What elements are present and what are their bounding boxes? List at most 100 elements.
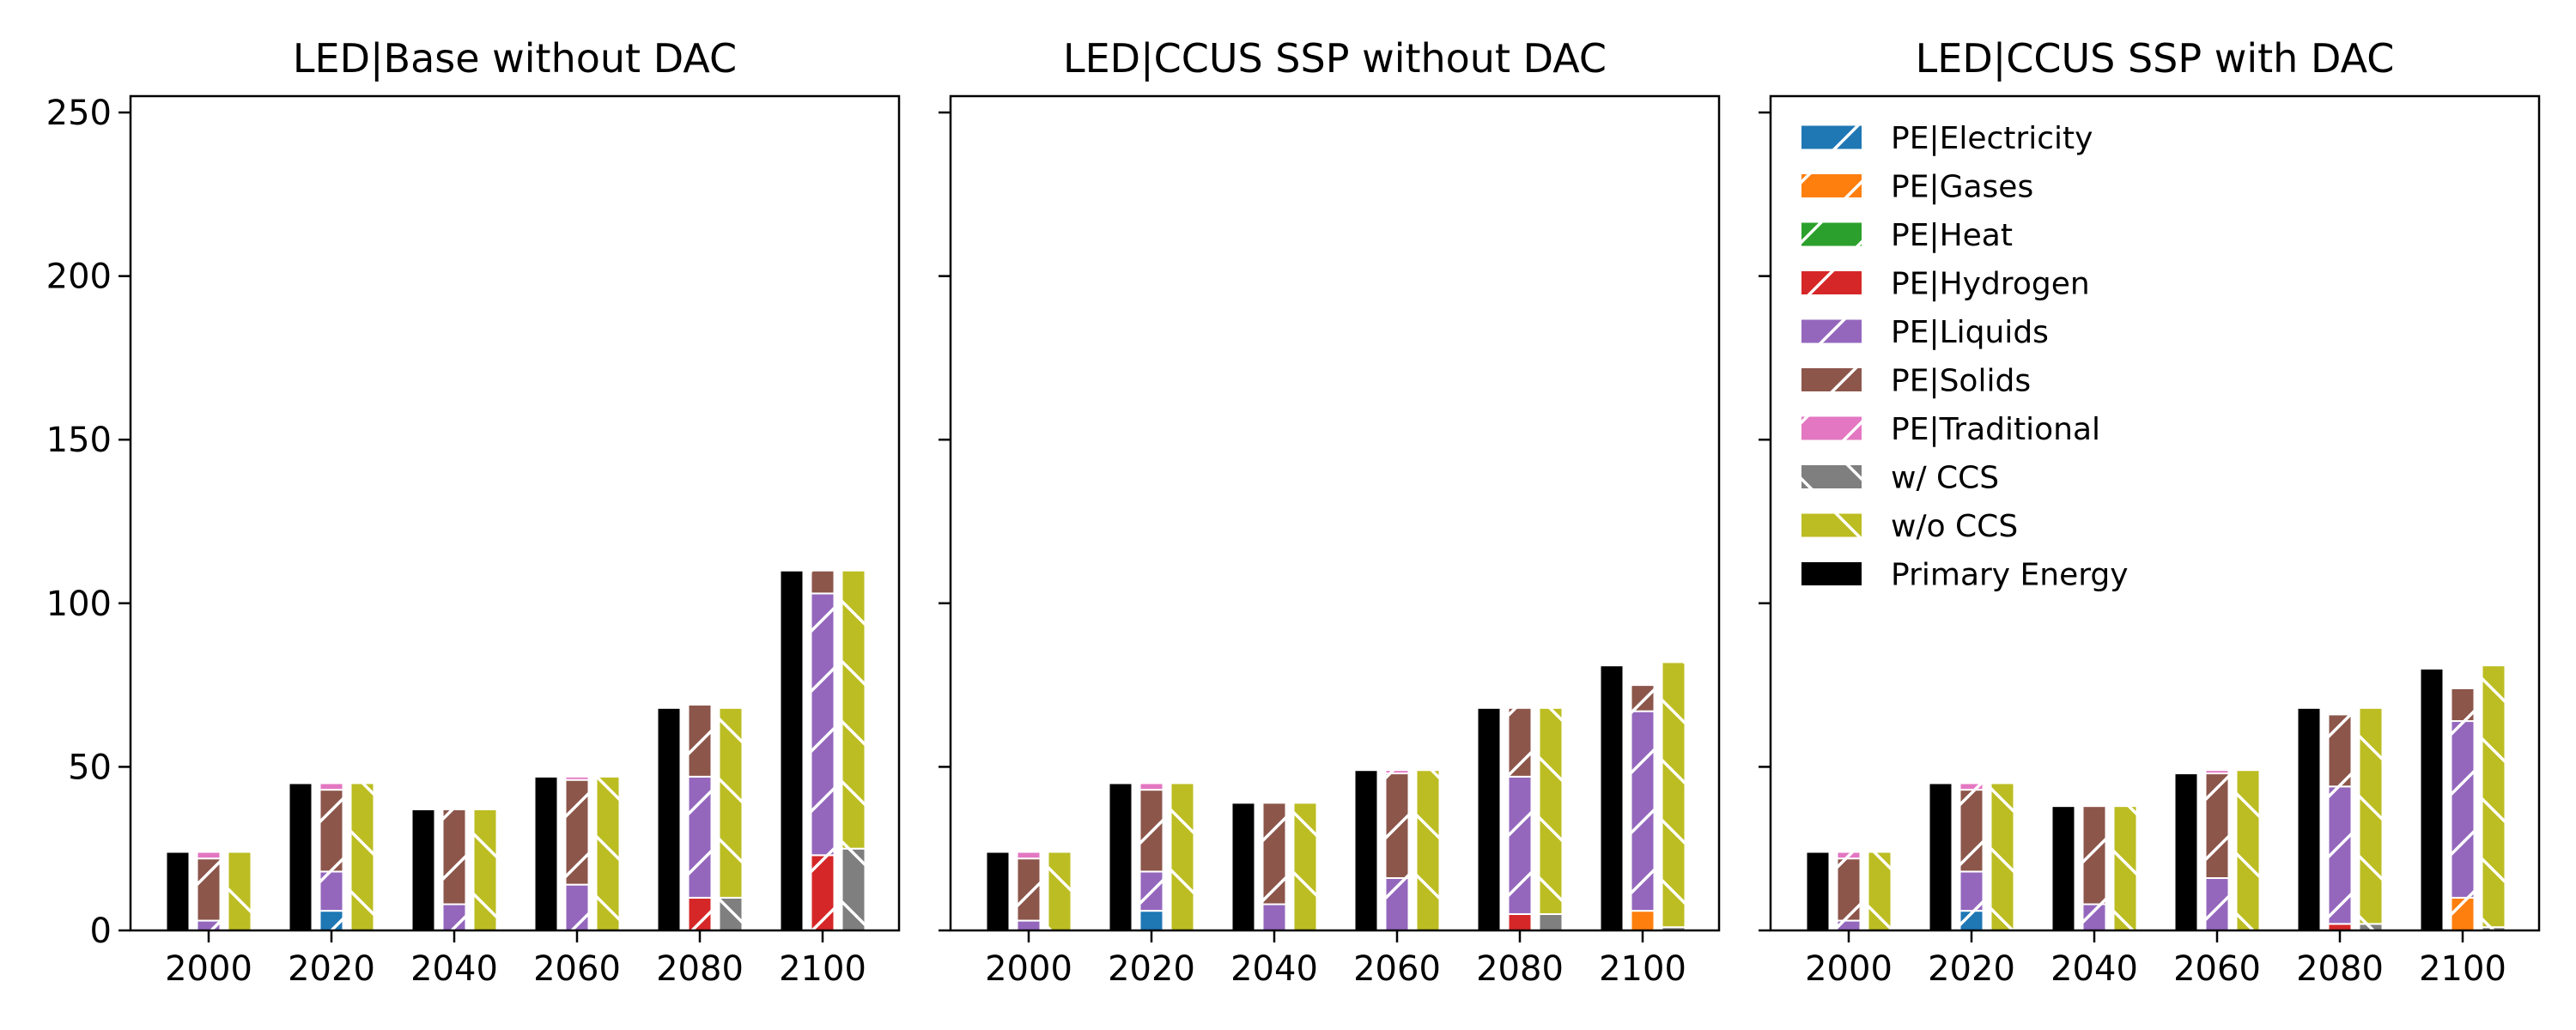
bar-primary-energy bbox=[1353, 769, 1379, 931]
bar-segment-pe-liquids-hatch bbox=[2451, 721, 2475, 898]
bar-segment-pe-gases-hatch bbox=[1631, 911, 1655, 930]
bar-segment-pe-hydrogen-hatch bbox=[688, 897, 712, 930]
bar-segment-pe-solids-hatch bbox=[2082, 806, 2106, 905]
bar-segment-w-o-ccs-hatch bbox=[1868, 851, 1892, 930]
x-tick-label: 2020 bbox=[1928, 949, 2015, 989]
axes-frame bbox=[129, 94, 901, 932]
chart-title: LED|CCUS SSP with DAC bbox=[1916, 35, 2395, 82]
bar-segment-pe-solids-hatch bbox=[1139, 790, 1163, 872]
bar-segment-pe-traditional-hatch bbox=[565, 776, 589, 780]
legend: PE|Electricity PE|Gases PE|Heat PE|Hydrogen… bbox=[1801, 121, 2129, 593]
x-tick-label: 2100 bbox=[779, 949, 866, 989]
x-tick-label: 2060 bbox=[1353, 949, 1441, 989]
bar-primary-energy bbox=[1805, 851, 1831, 931]
bar-segment-pe-solids-hatch bbox=[2205, 773, 2229, 879]
bar-primary-energy bbox=[1230, 802, 1256, 932]
legend-item-pe-solids: PE|Solids bbox=[1801, 364, 2031, 399]
legend-swatch-hatch bbox=[1801, 222, 1862, 246]
bar-segment-pe-liquids-hatch bbox=[1959, 871, 1984, 912]
legend-item-w-ccs: w/ CCS bbox=[1801, 461, 1999, 496]
bar-segment-w-ccs-hatch bbox=[2482, 927, 2506, 930]
legend-swatch-hatch bbox=[1801, 513, 1862, 537]
chart-title: LED|Base without DAC bbox=[293, 35, 737, 82]
bar-segment-pe-traditional-hatch bbox=[1139, 783, 1163, 791]
y-tick-label: 200 bbox=[46, 258, 112, 297]
bar-segment-w-o-ccs-hatch bbox=[473, 809, 497, 930]
bar-primary-energy bbox=[1108, 782, 1133, 931]
y-tick-label: 150 bbox=[46, 421, 112, 460]
x-tick-label: 2000 bbox=[985, 949, 1072, 989]
bar-segment-w-o-ccs-hatch bbox=[719, 707, 743, 898]
bar-segment-w-ccs-hatch bbox=[1539, 913, 1563, 930]
bar-segment-pe-traditional-hatch bbox=[1837, 851, 1861, 859]
chart-title: LED|CCUS SSP without DAC bbox=[1063, 35, 1607, 82]
legend-label: PE|Liquids bbox=[1891, 315, 2049, 350]
x-tick-label: 2040 bbox=[2050, 949, 2138, 989]
legend-label: PE|Electricity bbox=[1891, 121, 2093, 156]
bar-primary-energy bbox=[985, 851, 1011, 931]
legend-swatch-hatch bbox=[1801, 271, 1862, 294]
bar-segment-w-o-ccs-hatch bbox=[596, 776, 620, 930]
bar-segment-pe-solids-hatch bbox=[1837, 858, 1861, 921]
bar-segment-w-o-ccs-hatch bbox=[1416, 770, 1440, 930]
bar-segment-pe-liquids-hatch bbox=[1262, 904, 1286, 930]
bar-primary-energy bbox=[410, 808, 436, 932]
x-tick-label: 2060 bbox=[2173, 949, 2261, 989]
x-tick-label: 2040 bbox=[410, 949, 498, 989]
legend-item-pe-traditional: PE|Traditional bbox=[1801, 412, 2100, 447]
bar-segment-pe-traditional-hatch bbox=[1385, 770, 1409, 774]
legend-swatch bbox=[1801, 562, 1862, 585]
bar-segment-pe-hydrogen-hatch bbox=[1508, 913, 1532, 930]
bar-segment-pe-liquids-hatch bbox=[1139, 871, 1163, 912]
legend-swatch-hatch bbox=[1801, 416, 1862, 440]
x-tick-label: 2000 bbox=[1805, 949, 1893, 989]
bar-segment-pe-solids-hatch bbox=[1508, 707, 1532, 777]
legend-label: PE|Solids bbox=[1891, 364, 2031, 399]
x-tick-label: 2000 bbox=[165, 949, 252, 989]
legend-swatch-hatch bbox=[1801, 319, 1862, 343]
bar-segment-pe-solids-hatch bbox=[2451, 688, 2475, 722]
y-tick-label: 100 bbox=[46, 585, 112, 624]
bar-primary-energy bbox=[2050, 805, 2076, 932]
bar-primary-energy bbox=[1928, 782, 1953, 931]
legend-item-w-o-ccs: w/o CCS bbox=[1801, 509, 2018, 544]
bar-segment-pe-hydrogen-hatch bbox=[811, 855, 835, 930]
legend-swatch-hatch bbox=[1801, 174, 1862, 197]
bar-primary-energy bbox=[656, 706, 682, 931]
chart-panel-3: LED|CCUS SSP with DAC 2000 2020 2040 2060 208… bbox=[1759, 35, 2541, 989]
y-tick-label: 250 bbox=[46, 94, 112, 133]
legend-label: PE|Hydrogen bbox=[1891, 267, 2090, 302]
bar-segment-pe-solids-hatch bbox=[565, 779, 589, 885]
legend-swatch-hatch bbox=[1801, 125, 1862, 149]
bar-segment-w-o-ccs-hatch bbox=[2113, 806, 2137, 930]
bar-segment-w-ccs-hatch bbox=[1662, 927, 1686, 930]
bar-segment-w-o-ccs-hatch bbox=[1539, 707, 1563, 914]
axes-frame bbox=[949, 94, 1721, 932]
bar-segment-pe-solids-hatch bbox=[197, 858, 221, 921]
chart-panel-2: LED|CCUS SSP without DAC 2000 2020 2040 2060… bbox=[939, 35, 1721, 989]
legend-item-pe-electricity: PE|Electricity bbox=[1801, 121, 2093, 156]
legend-item-primary-energy: Primary Energy bbox=[1801, 558, 2129, 593]
bar-segment-pe-solids-hatch bbox=[442, 809, 466, 905]
legend-label: w/o CCS bbox=[1891, 509, 2018, 544]
bar-segment-pe-liquids-hatch bbox=[2082, 904, 2106, 930]
chart-panel-1: LED|Base without DAC 0 50 100 150 200 250 2000 2… bbox=[46, 35, 901, 989]
bar-segment-pe-traditional-hatch bbox=[2205, 770, 2229, 774]
bar-segment-w-o-ccs-hatch bbox=[841, 570, 866, 849]
bar-segment-w-o-ccs-hatch bbox=[1170, 783, 1194, 930]
bar-segment-w-o-ccs-hatch bbox=[1293, 803, 1317, 930]
y-tick-label: 0 bbox=[90, 912, 112, 951]
bar-segment-pe-solids-hatch bbox=[1385, 773, 1409, 879]
bar-segment-w-o-ccs-hatch bbox=[350, 783, 374, 930]
bar-segment-pe-liquids-hatch bbox=[2205, 878, 2229, 930]
bar-segment-pe-electricity-hatch bbox=[319, 911, 343, 930]
x-tick-label: 2080 bbox=[1476, 949, 1564, 989]
bar-primary-energy bbox=[2419, 668, 2445, 931]
x-tick-label: 2100 bbox=[1599, 949, 1686, 989]
bar-primary-energy bbox=[779, 569, 805, 931]
y-tick-label: 50 bbox=[68, 748, 112, 787]
legend-label: PE|Gases bbox=[1891, 170, 2033, 205]
bar-segment-w-ccs-hatch bbox=[2359, 924, 2383, 930]
legend-label: w/ CCS bbox=[1891, 461, 1999, 496]
